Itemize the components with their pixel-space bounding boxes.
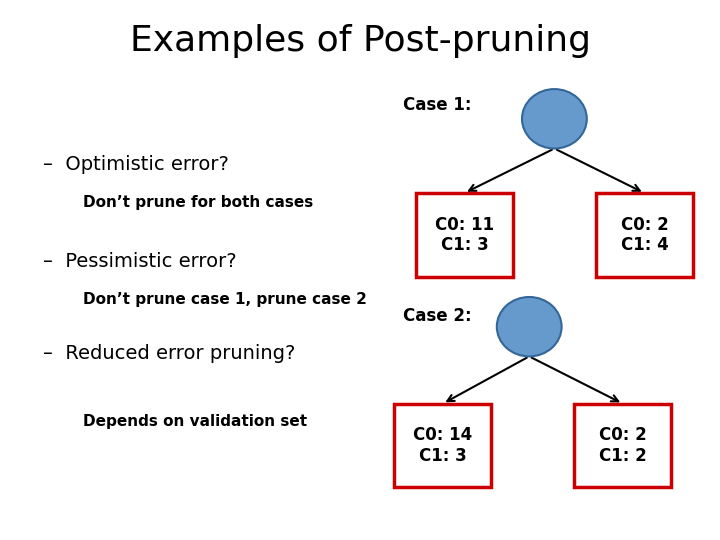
FancyBboxPatch shape bbox=[416, 193, 513, 277]
Text: Examples of Post-pruning: Examples of Post-pruning bbox=[130, 24, 590, 58]
Text: C0: 14
C1: 3: C0: 14 C1: 3 bbox=[413, 426, 472, 465]
Ellipse shape bbox=[522, 89, 587, 148]
Text: C0: 2
C1: 4: C0: 2 C1: 4 bbox=[621, 215, 668, 254]
Ellipse shape bbox=[497, 297, 562, 356]
Text: C0: 11
C1: 3: C0: 11 C1: 3 bbox=[435, 215, 494, 254]
Text: C0: 2
C1: 2: C0: 2 C1: 2 bbox=[599, 426, 647, 465]
FancyBboxPatch shape bbox=[596, 193, 693, 277]
FancyBboxPatch shape bbox=[395, 404, 491, 487]
Text: Don’t prune case 1, prune case 2: Don’t prune case 1, prune case 2 bbox=[83, 292, 366, 307]
Text: –  Reduced error pruning?: – Reduced error pruning? bbox=[43, 344, 296, 363]
Text: Depends on validation set: Depends on validation set bbox=[83, 414, 307, 429]
Text: Don’t prune for both cases: Don’t prune for both cases bbox=[83, 195, 313, 210]
Text: Case 1:: Case 1: bbox=[403, 96, 472, 114]
Text: Case 2:: Case 2: bbox=[403, 307, 472, 325]
Text: –  Pessimistic error?: – Pessimistic error? bbox=[43, 252, 237, 272]
Text: –  Optimistic error?: – Optimistic error? bbox=[43, 155, 229, 174]
FancyBboxPatch shape bbox=[575, 404, 671, 487]
